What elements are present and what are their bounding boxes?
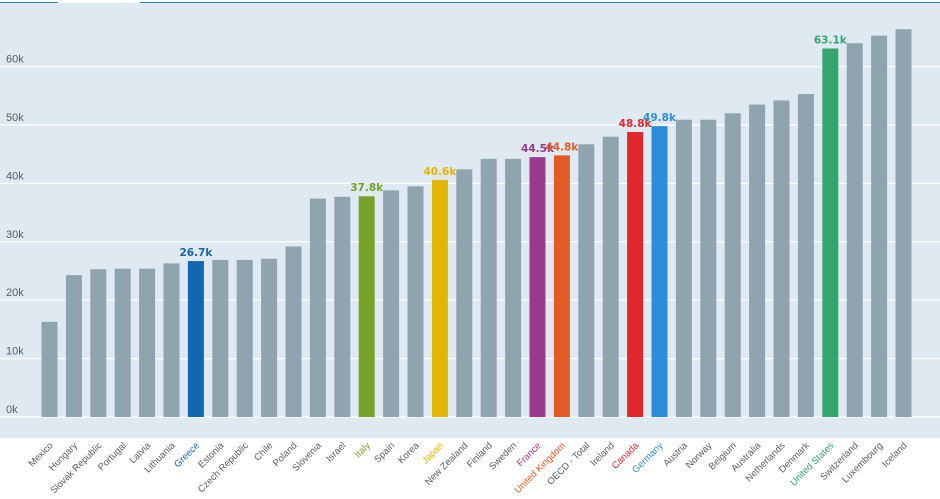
top-strip: [0, 0, 940, 3]
bar-estonia: [212, 259, 229, 417]
x-tick-label: Korea: [396, 440, 422, 466]
x-tick-label: Israel: [324, 440, 348, 464]
bar-germany: [651, 126, 668, 417]
bar-iceland: [895, 29, 912, 418]
bar-netherlands: [773, 100, 790, 418]
bar-switzerland: [846, 43, 863, 418]
bar-united-kingdom: [553, 155, 570, 418]
bar-canada: [627, 132, 644, 417]
active-tab-gap: [58, 0, 140, 3]
bar-czech-republic: [236, 259, 253, 417]
data-label: 44.5k: [521, 143, 555, 155]
bar-chile: [261, 258, 278, 417]
data-label: 49.8k: [643, 112, 677, 124]
bar-slovak-republic: [90, 269, 107, 417]
x-tick-label: Spain: [372, 440, 397, 465]
bar-australia: [749, 104, 766, 417]
bar-lithuania: [163, 263, 180, 417]
bar-austria: [675, 119, 692, 417]
bar-portugal: [114, 268, 131, 417]
y-tick-label: 40k: [6, 170, 24, 182]
x-tick-label: Sweden: [487, 440, 519, 472]
bar-israel: [334, 196, 351, 417]
top-accent-line: [0, 2, 940, 4]
y-tick-label: 10k: [6, 346, 24, 358]
bar-ireland: [602, 136, 619, 417]
y-tick-label: 60k: [6, 54, 24, 66]
data-label: 63.1k: [814, 34, 848, 46]
bar-united-states: [822, 48, 839, 417]
x-tick-label: Greece: [172, 440, 202, 470]
x-tick-label: Italy: [353, 440, 373, 460]
bar-korea: [407, 186, 424, 417]
bar-slovenia: [309, 198, 326, 417]
data-label: 26.7k: [179, 247, 213, 259]
bar-hungary: [65, 275, 82, 417]
y-tick-label: 20k: [6, 287, 24, 299]
bar-japan: [431, 179, 448, 417]
y-tick-label: 30k: [6, 229, 24, 241]
bar-italy: [358, 196, 375, 417]
data-label: 37.8k: [350, 182, 384, 194]
bar-denmark: [797, 94, 814, 417]
bar-france: [529, 157, 546, 417]
bar-luxembourg: [871, 35, 888, 417]
bar-spain: [383, 190, 400, 417]
bar-oecd-total: [578, 144, 595, 417]
x-tick-label: Iceland: [880, 440, 909, 469]
bar-poland: [285, 246, 302, 417]
data-label: 44.8k: [545, 141, 579, 153]
bar-sweden: [505, 158, 522, 417]
y-tick-label: 50k: [6, 112, 24, 124]
bar-new-zealand: [456, 169, 473, 417]
bar-norway: [700, 119, 717, 417]
data-label: 40.6k: [423, 166, 457, 178]
bar-mexico: [41, 321, 58, 417]
bar-finland: [480, 158, 497, 417]
bar-belgium: [724, 113, 741, 417]
data-label: 48.8k: [619, 118, 653, 130]
y-tick-label: 0k: [6, 404, 18, 416]
bar-latvia: [139, 268, 156, 417]
bar-greece: [187, 261, 204, 417]
